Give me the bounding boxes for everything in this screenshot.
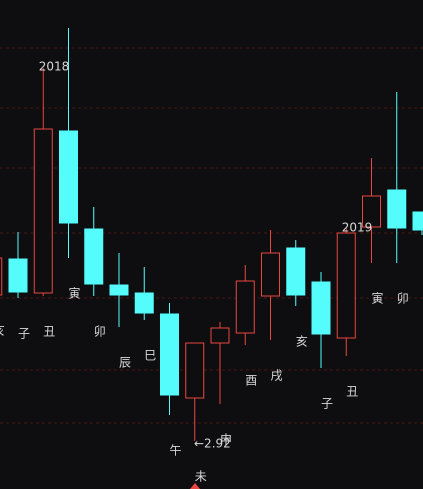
candle-body <box>336 232 356 339</box>
x-tick-label: 子 <box>18 327 30 341</box>
candle-body <box>261 252 280 297</box>
candle-body <box>311 281 331 335</box>
candle-body <box>33 128 53 294</box>
x-tick-label: 未 <box>195 470 207 484</box>
annotation: ←2.92 <box>194 437 231 451</box>
candles <box>0 28 423 441</box>
x-tick-label: 丑 <box>43 325 55 339</box>
candle-body <box>160 313 179 396</box>
x-tick-label: 酉 <box>245 374 257 388</box>
candle-body <box>8 258 28 293</box>
candle-body <box>84 228 104 285</box>
candle-body <box>210 327 230 344</box>
x-tick-label: 午 <box>169 444 181 458</box>
x-tick-label: 卯 <box>94 325 106 339</box>
candle-body <box>0 257 3 296</box>
x-tick-label: 申 <box>220 433 232 447</box>
candle-body <box>109 284 129 296</box>
candle-body <box>362 195 381 228</box>
candle-body <box>387 189 407 229</box>
x-tick-label: 寅 <box>68 286 80 301</box>
annotation: 2018 <box>39 60 70 74</box>
x-tick-label: 巳 <box>144 349 156 363</box>
marker-arrow <box>190 483 200 489</box>
annotation: 2019 <box>342 221 373 235</box>
x-tick-label: 寅 <box>371 291 383 306</box>
candle-body <box>185 342 205 399</box>
x-tick-label: 戌 <box>270 369 282 383</box>
x-tick-label: 亥 <box>296 335 308 349</box>
grid <box>0 47 423 424</box>
candle-body <box>134 292 154 314</box>
candle-body <box>286 247 306 296</box>
x-tick-label: 丑 <box>346 385 358 399</box>
x-tick-label: 卯 <box>397 292 409 306</box>
candle-body <box>59 130 78 224</box>
x-tick-label: 辰 <box>119 356 131 370</box>
x-tick-label: 子 <box>321 397 333 411</box>
candle-body <box>412 211 423 231</box>
x-tick-label: 亥 <box>0 324 5 338</box>
candle-body <box>235 280 255 334</box>
